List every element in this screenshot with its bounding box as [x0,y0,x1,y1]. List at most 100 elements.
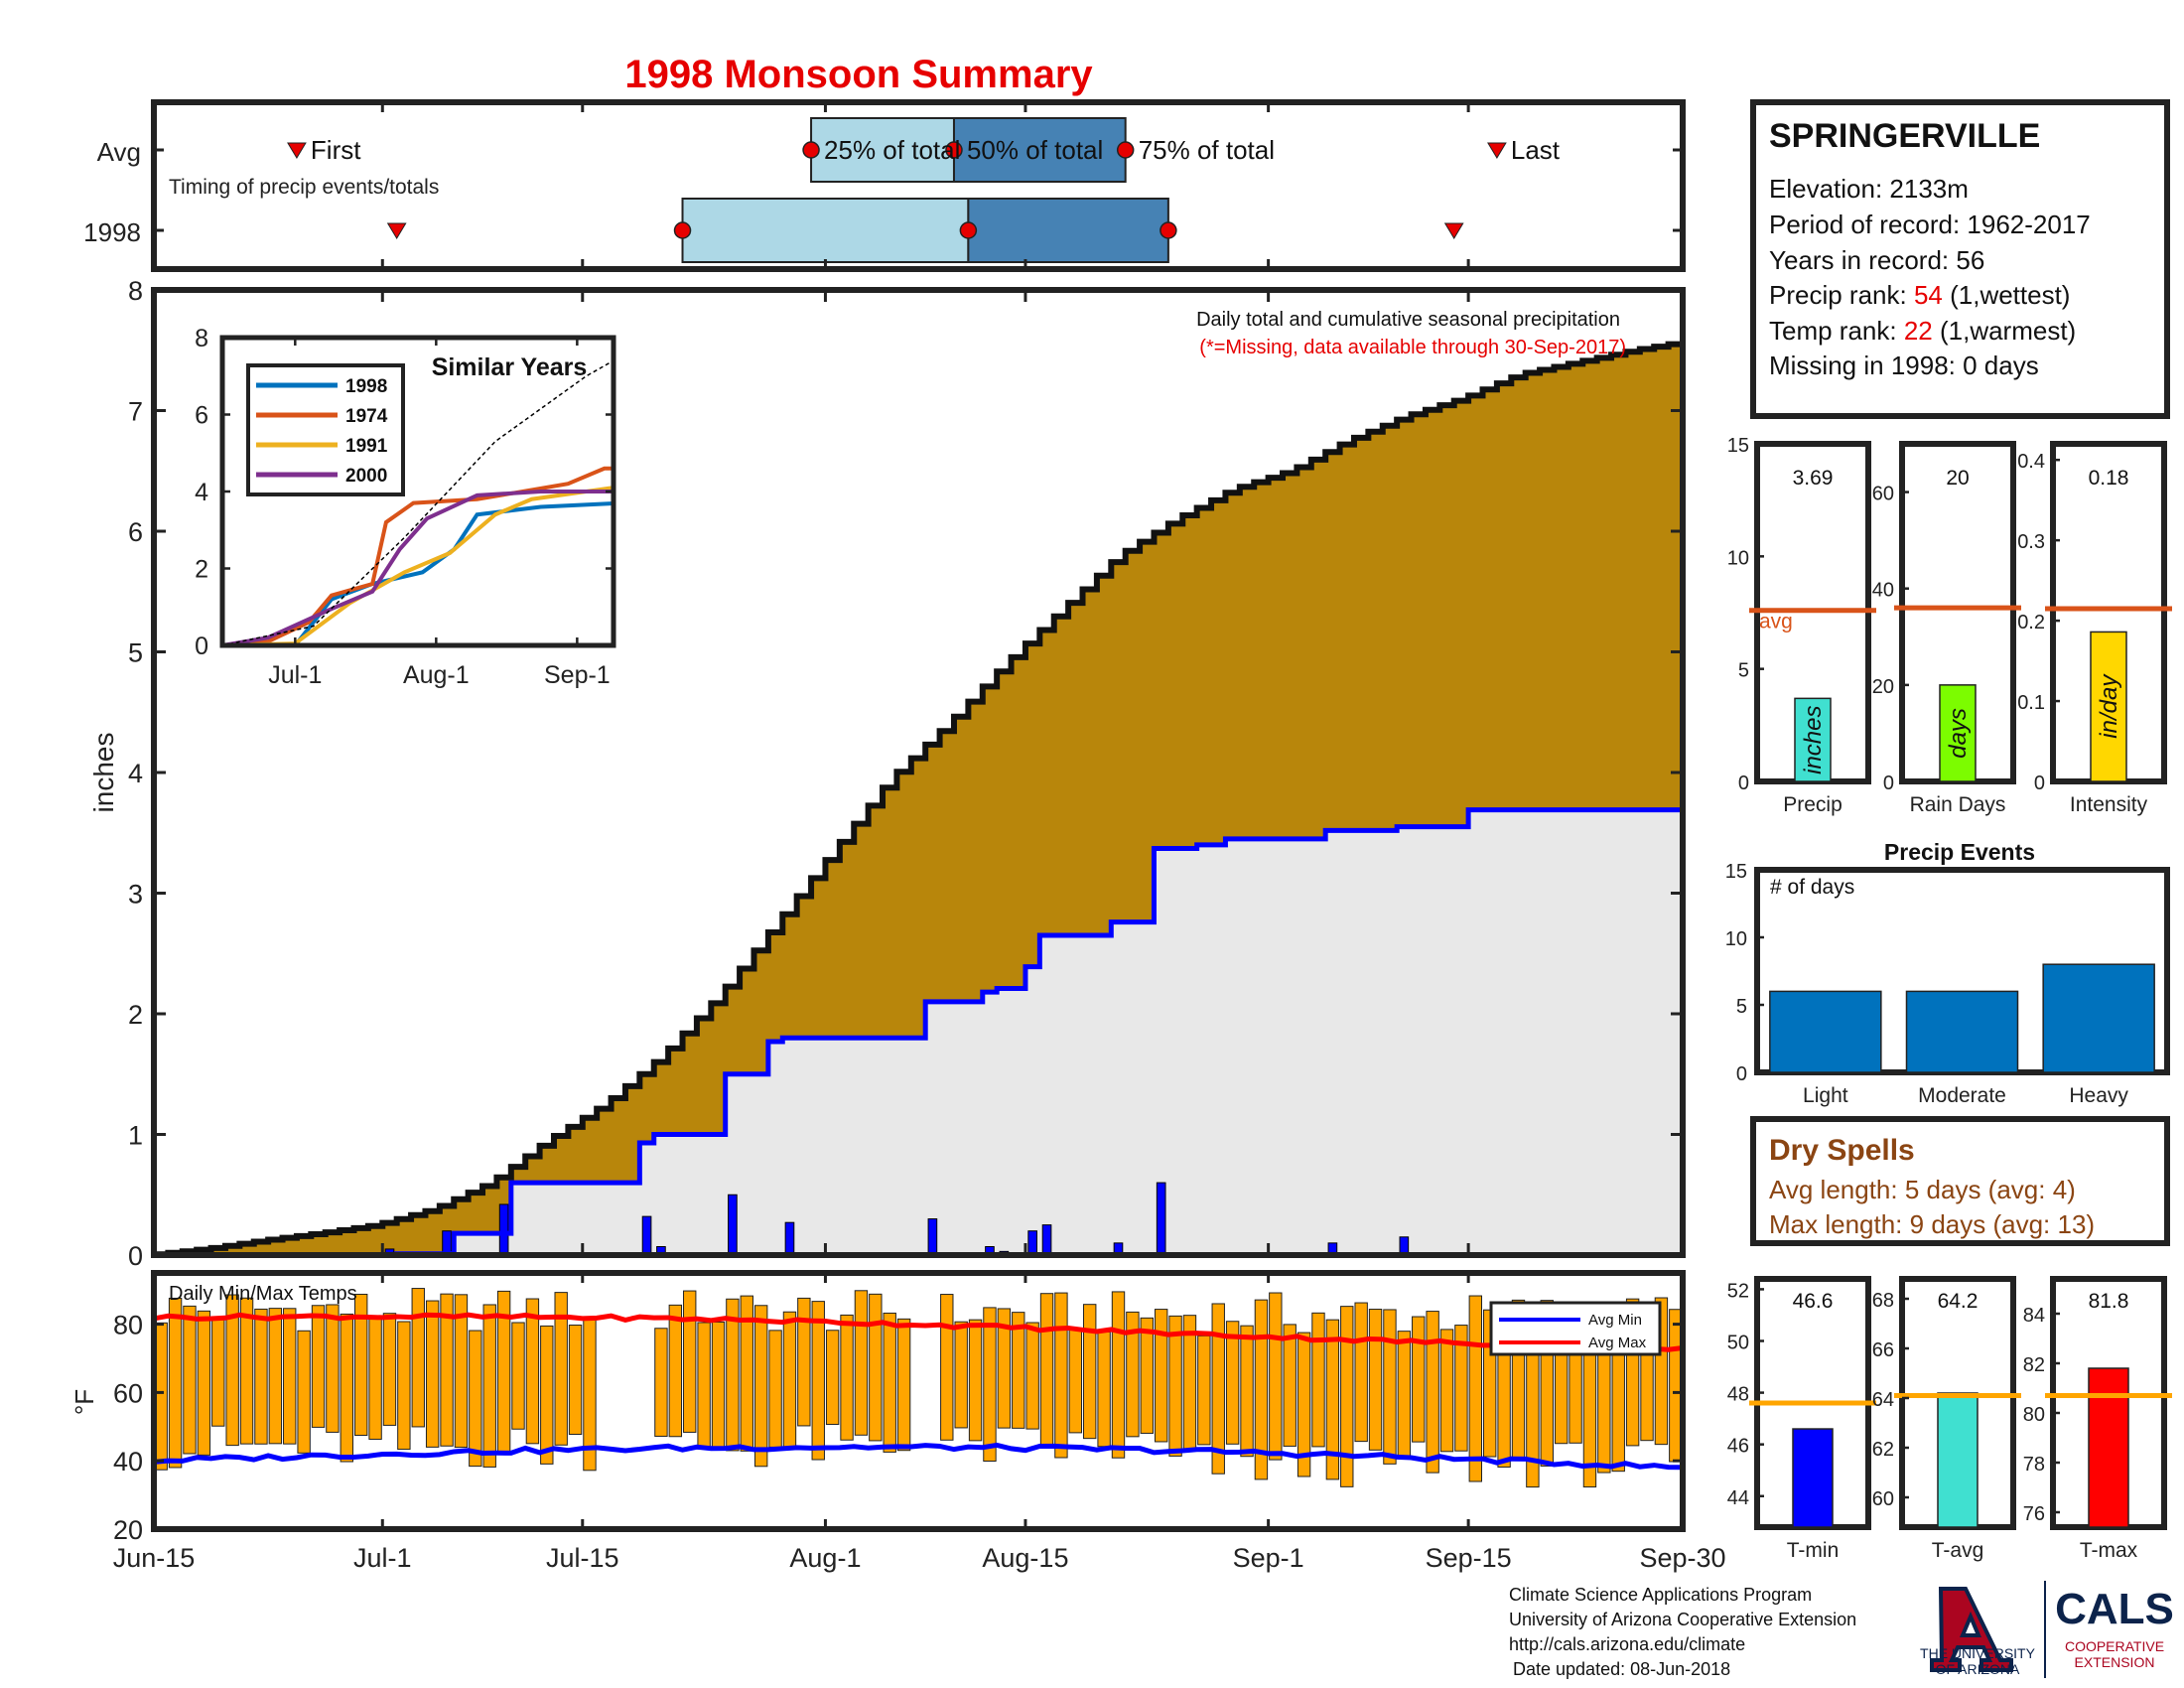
summary-ticklabel-2-0: 0 [2034,773,2045,794]
daily-temp-bar-50 [869,1293,883,1442]
daily-temp-bar-58 [983,1307,997,1462]
temp-summary-ticklabel-1-0: 60 [1872,1488,1894,1510]
daily-precip-bar-3 [641,1215,652,1256]
main-xtick-label-2: Jul-15 [546,1543,619,1573]
temps-marks: 20 40 60 80 [113,1273,1685,1545]
daily-temp-bar-46 [811,1301,825,1461]
inset-legend-label-1991: 1991 [345,436,388,457]
temps-ytick-label-3: 80 [113,1311,143,1340]
temp-summary-ticklabel-2-4: 84 [2023,1305,2045,1327]
timing-p75-label: 75% of total [1139,135,1275,165]
daily-temp-bar-71 [1168,1315,1182,1457]
daily-temp-bar-60 [1012,1312,1025,1429]
main-xtick-label-3: Aug-1 [789,1543,861,1573]
daily-temp-bar-69 [1140,1317,1154,1434]
inset-ytick-label-4: 8 [195,325,208,352]
inset-legend: 1998 1974 1991 2000 [246,363,405,496]
daily-temp-bar-35 [654,1328,668,1437]
daily-temp-bar-13 [340,1313,353,1463]
daily-temp-bar-8 [268,1308,283,1445]
main-ytick-label-0: 0 [128,1241,143,1271]
inset-xtick-label-2: Sep-1 [544,661,611,689]
main-ytick-label-8: 8 [128,276,143,306]
temp-summary-ticklabel-0-0: 44 [1727,1487,1749,1509]
temps-frame [151,1270,1686,1532]
inset-legend-label-2000: 2000 [345,466,387,487]
summary-value-1: 20 [1946,467,1969,490]
summary-ticklabel-2-2: 0.2 [2017,612,2045,633]
temp-summary-xlabel-2: T-max [2080,1539,2138,1562]
main-xtick-label-0: Jun-15 [113,1543,196,1573]
cals-wordmark: CALS [2055,1585,2174,1633]
main-ytick-label-2: 2 [128,1000,143,1030]
temp-summary-bar-2 [2088,1367,2129,1528]
temp-summary-ticklabel-0-3: 50 [1727,1333,1749,1354]
footer-line2: University of Arizona Cooperative Extens… [1509,1610,1856,1629]
inset-line-1991 [221,486,614,647]
year-cumulative-line [154,807,1683,1258]
summary-ticklabel-0-1: 5 [1738,660,1749,682]
daily-temp-bar-19 [425,1300,440,1448]
daily-temp-bar-49 [854,1290,869,1436]
temps-ytick-label-1: 40 [113,1447,143,1477]
events-marks: Light Moderate Heavy 0 5 10 15 [1725,861,2170,1107]
ua-line1: THE UNIVERSITY [1920,1645,2036,1661]
daily-precip-bar-7 [927,1218,938,1256]
events-title: Precip Events [1884,839,2035,865]
inset-ytick-label-3: 6 [195,402,208,430]
timing-year-last-marker [1443,222,1464,239]
inset-legend-label-1974: 1974 [345,406,388,427]
daily-temp-bar-28 [554,1292,568,1446]
daily-temp-bar-59 [997,1308,1012,1429]
daily-temp-bar-17 [397,1321,411,1451]
daily-temp-bar-91 [1454,1325,1468,1452]
daily-temp-bar-2 [183,1305,197,1455]
daily-temp-bar-7 [254,1308,268,1445]
station-info-panel: SPRINGERVILLE Elevation: 2133m Period of… [1750,99,2170,419]
main-precip-chart: 0 1 2 3 4 5 6 7 8 Jun-15 Jul-1 Jul-15 Aug-1 Aug-15 Sep… [88,276,1726,1573]
station-temp-rank: Temp rank: 22 (1,warmest) [1769,316,2076,346]
events-ticklabel-1: 5 [1736,996,1747,1018]
footer-line1: Climate Science Applications Program [1509,1585,1812,1605]
timing-year-p50-marker [959,221,978,239]
timing-first-label: First [311,135,361,165]
ua-a-icon [1930,1587,2013,1672]
main-note-line1: Daily total and cumulative seasonal prec… [1196,309,1620,331]
events-bar-Moderate [1905,990,2019,1073]
dry-spells-panel: Dry Spells Avg length: 5 days (avg: 4) M… [1750,1116,2170,1246]
main-ytick-label-1: 1 [128,1121,143,1151]
temp-summary-xlabel-0: T-min [1787,1539,1840,1562]
summary-ticklabel-1-2: 40 [1872,580,1894,602]
station-years: Years in record: 56 [1769,245,1984,275]
daily-temp-bar-74 [1211,1303,1225,1475]
daily-temp-bar-6 [239,1297,254,1445]
summary-ticklabel-2-1: 0.1 [2017,692,2045,714]
daily-temp-bar-41 [740,1295,753,1452]
daily-temp-bar-27 [540,1325,554,1465]
footer-line3: http://cals.arizona.edu/climate [1509,1634,1745,1654]
temp-summary-ticklabel-2-3: 82 [2023,1354,2045,1376]
summary-unit-1: days [1945,708,1972,759]
summary-avg-label-0: avg [1759,611,1793,633]
summary-ticklabel-0-0: 0 [1738,773,1749,794]
footer: Climate Science Applications Program Uni… [1509,1581,2174,1679]
daily-precip-bar-5 [728,1194,738,1256]
temp-summary-ticklabel-2-2: 80 [2023,1404,2045,1426]
daily-temp-bar-1 [168,1297,183,1469]
daily-temp-bar-84 [1354,1302,1368,1443]
inset-line-2000 [221,490,614,647]
events-bar-Heavy [2042,963,2155,1073]
daily-temp-bar-75 [1225,1321,1240,1445]
temp-summary-xlabel-1: T-avg [1932,1539,1984,1562]
daily-temp-bar-76 [1240,1325,1254,1458]
dry-spells-max: Max length: 9 days (avg: 13) [1769,1209,2095,1239]
daily-temp-bar-10 [297,1330,311,1454]
timing-panel: Avg 1998 Timing of precip events/totals … [83,99,1686,272]
main-ytick-label-5: 5 [128,638,143,668]
temps-ytick-label-0: 20 [113,1515,143,1545]
timing-avg-p50-marker [945,141,963,159]
timing-p25-label: 25% of total [824,135,960,165]
daily-temp-bar-3 [197,1310,211,1456]
timing-subtitle: Timing of precip events/totals [169,176,439,199]
daily-temp-bar-47 [825,1330,840,1425]
